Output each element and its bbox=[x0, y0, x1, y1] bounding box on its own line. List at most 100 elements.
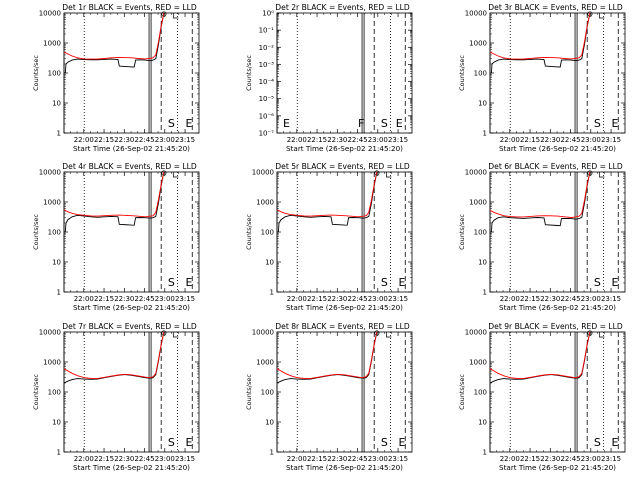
x-tick-label: 22:45 bbox=[134, 295, 154, 303]
peak-marker bbox=[161, 11, 167, 17]
y-tick-label: 10000 bbox=[39, 169, 61, 177]
x-axis-label: Start Time (26-Sep-02 21:45:20) bbox=[286, 144, 403, 153]
y-tick-label: 10⁻⁵ bbox=[259, 95, 275, 103]
panel-title: Det 2r BLACK = Events, RED = LLD bbox=[275, 3, 410, 12]
y-tick-label: 10000 bbox=[39, 10, 61, 18]
y-tick-label: 10000 bbox=[252, 329, 274, 337]
panel-title: Det 8r BLACK = Events, RED = LLD bbox=[275, 322, 410, 331]
x-tick-label: 23:00 bbox=[368, 455, 388, 463]
y-tick-label: 1000 bbox=[469, 199, 487, 207]
flag-bracket bbox=[599, 332, 605, 338]
x-tick-label: 23:00 bbox=[581, 136, 601, 144]
y-tick-label: 1 bbox=[270, 449, 274, 457]
y-tick-label: 10 bbox=[478, 100, 487, 108]
x-tick-label: 22:15 bbox=[94, 136, 114, 144]
y-tick-label: 100 bbox=[48, 70, 61, 78]
panel-title: Det 4r BLACK = Events, RED = LLD bbox=[62, 162, 197, 171]
x-tick-label: 22:00 bbox=[74, 455, 94, 463]
x-tick-label: 22:45 bbox=[134, 136, 154, 144]
y-tick-label: 1000 bbox=[256, 359, 274, 367]
flag-label: E bbox=[398, 436, 405, 449]
x-tick-label: 23:00 bbox=[368, 295, 388, 303]
x-tick-label: 22:00 bbox=[500, 455, 520, 463]
y-tick-label: 1 bbox=[483, 130, 487, 138]
series-line-red bbox=[490, 332, 591, 379]
y-tick-label: 1000 bbox=[469, 359, 487, 367]
x-tick-label: 22:15 bbox=[520, 136, 540, 144]
y-tick-label: 1 bbox=[57, 449, 61, 457]
x-tick-label: 23:15 bbox=[175, 455, 195, 463]
flag-label: E bbox=[283, 117, 290, 130]
x-tick-label: 22:30 bbox=[327, 455, 347, 463]
y-tick-label: 1000 bbox=[469, 40, 487, 48]
x-axis-label: Start Time (26-Sep-02 21:45:20) bbox=[499, 463, 616, 472]
flag-label: S bbox=[381, 276, 388, 289]
flag-label: S bbox=[168, 436, 175, 449]
y-tick-label: 100 bbox=[261, 389, 274, 397]
flag-label: E bbox=[185, 436, 192, 449]
panel-title: Det 3r BLACK = Events, RED = LLD bbox=[488, 3, 623, 12]
series-line-red bbox=[277, 332, 378, 379]
x-tick-label: 23:15 bbox=[175, 295, 195, 303]
x-tick-label: 22:15 bbox=[520, 455, 540, 463]
x-tick-label: 23:15 bbox=[601, 295, 621, 303]
y-axis-label: Counts/sec bbox=[245, 55, 253, 91]
x-tick-label: 23:00 bbox=[368, 136, 388, 144]
flag-label: E bbox=[611, 276, 618, 289]
x-tick-label: 22:00 bbox=[500, 295, 520, 303]
x-tick-label: 23:00 bbox=[155, 295, 175, 303]
x-tick-label: 23:00 bbox=[581, 295, 601, 303]
y-axis-label: Counts/sec bbox=[458, 374, 466, 410]
y-tick-label: 10000 bbox=[465, 169, 487, 177]
panel-title: Det 5r BLACK = Events, RED = LLD bbox=[275, 162, 410, 171]
panel-title: Det 9r BLACK = Events, RED = LLD bbox=[488, 322, 623, 331]
y-tick-label: 10 bbox=[265, 419, 274, 427]
x-tick-label: 22:45 bbox=[560, 295, 580, 303]
y-tick-label: 1 bbox=[270, 289, 274, 297]
x-tick-label: 23:15 bbox=[175, 136, 195, 144]
panel-det-8r: Det 8r BLACK = Events, RED = LLD 1 10 100 10… bbox=[245, 322, 413, 472]
x-tick-label: 22:15 bbox=[307, 295, 327, 303]
y-tick-label: 10 bbox=[52, 259, 61, 267]
x-tick-label: 22:30 bbox=[327, 295, 347, 303]
flag-label: E bbox=[185, 117, 192, 130]
x-tick-label: 22:15 bbox=[520, 295, 540, 303]
y-axis-label: Counts/sec bbox=[32, 55, 40, 91]
x-tick-label: 23:15 bbox=[601, 136, 621, 144]
x-tick-label: 23:00 bbox=[581, 455, 601, 463]
flag-label: F bbox=[358, 117, 364, 130]
x-axis-label: Start Time (26-Sep-02 21:45:20) bbox=[73, 303, 190, 312]
x-axis-label: Start Time (26-Sep-02 21:45:20) bbox=[499, 144, 616, 153]
y-tick-label: 10000 bbox=[465, 10, 487, 18]
y-tick-label: 100 bbox=[474, 389, 487, 397]
flag-bracket bbox=[599, 13, 605, 19]
flag-bracket bbox=[173, 172, 179, 178]
x-tick-label: 23:00 bbox=[155, 136, 175, 144]
flag-label: S bbox=[381, 436, 388, 449]
peak-marker bbox=[374, 170, 380, 176]
panel-det-9r: Det 9r BLACK = Events, RED = LLD 1 10 100 10… bbox=[458, 322, 626, 472]
x-tick-label: 22:30 bbox=[540, 295, 560, 303]
y-tick-label: 100 bbox=[48, 389, 61, 397]
y-tick-label: 1 bbox=[57, 289, 61, 297]
y-tick-label: 10⁰ bbox=[262, 10, 274, 18]
y-tick-label: 1000 bbox=[43, 359, 61, 367]
y-axis-label: Counts/sec bbox=[458, 214, 466, 250]
x-tick-label: 22:30 bbox=[540, 136, 560, 144]
y-tick-label: 1 bbox=[483, 449, 487, 457]
x-axis-label: Start Time (26-Sep-02 21:45:20) bbox=[286, 303, 403, 312]
peak-marker bbox=[161, 330, 167, 336]
y-tick-label: 100 bbox=[474, 70, 487, 78]
series-line-red bbox=[490, 13, 591, 60]
x-axis-label: Start Time (26-Sep-02 21:45:20) bbox=[286, 463, 403, 472]
x-tick-label: 23:15 bbox=[388, 295, 408, 303]
x-axis-label: Start Time (26-Sep-02 21:45:20) bbox=[73, 144, 190, 153]
flag-bracket bbox=[386, 172, 392, 178]
y-tick-label: 10 bbox=[478, 419, 487, 427]
y-tick-label: 100 bbox=[48, 229, 61, 237]
series-line-black bbox=[277, 172, 378, 233]
peak-marker bbox=[587, 330, 593, 336]
flag-bracket bbox=[173, 332, 179, 338]
panel-det-5r: Det 5r BLACK = Events, RED = LLD 1 10 100 10… bbox=[245, 162, 413, 312]
series-line-black bbox=[490, 172, 591, 233]
